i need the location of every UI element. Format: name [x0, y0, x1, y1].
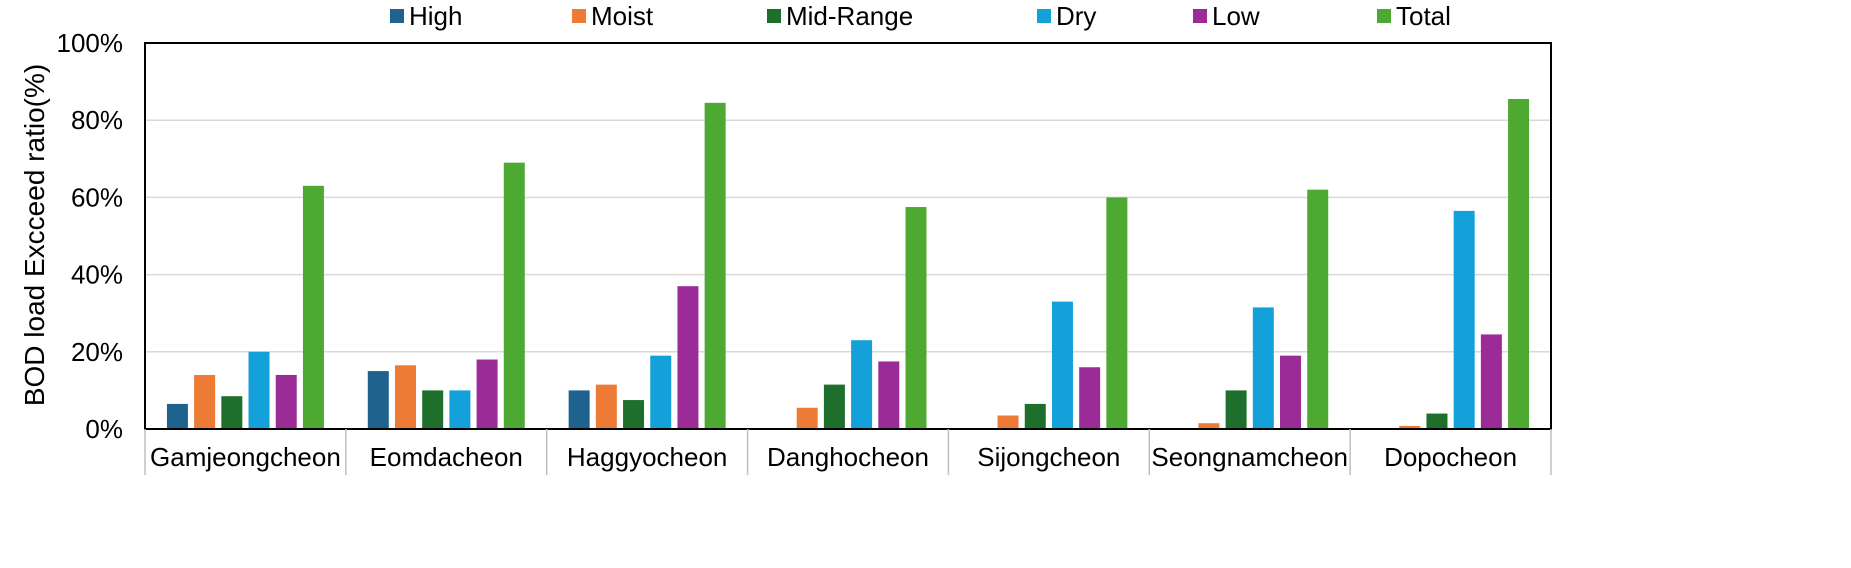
bar-moist-dopocheon	[1399, 425, 1421, 429]
x-tick-label: Gamjeongcheon	[150, 442, 341, 472]
bar-total-danghocheon	[905, 207, 927, 429]
bar-low-danghocheon	[878, 361, 900, 429]
plot-border	[144, 42, 1552, 430]
bar-mid-range-haggyocheon	[623, 400, 645, 429]
legend-label: Low	[1212, 1, 1260, 31]
legend-swatch	[1193, 9, 1207, 23]
legend-item: Total	[1377, 1, 1451, 31]
y-tick-label: 80%	[71, 105, 123, 135]
bar-high-eomdacheon	[367, 371, 389, 429]
bar-dry-dopocheon	[1453, 210, 1475, 429]
y-axis-title: BOD load Excceed ratio(%)	[19, 64, 50, 406]
legend-item: High	[390, 1, 462, 31]
y-tick-label: 100%	[57, 28, 124, 58]
bar-dry-gamjeongcheon	[248, 351, 270, 429]
legend-item: Dry	[1037, 1, 1096, 31]
bar-dry-seongnamcheon	[1252, 307, 1274, 429]
x-tick-label: Danghocheon	[767, 442, 929, 472]
legend-swatch	[1037, 9, 1051, 23]
legend-item: Low	[1193, 1, 1260, 31]
gridlines	[145, 119, 1551, 353]
y-tick-label: 60%	[71, 182, 123, 212]
bar-mid-range-seongnamcheon	[1225, 390, 1247, 429]
bar-dry-eomdacheon	[449, 390, 471, 429]
bar-moist-sijongcheon	[997, 415, 1019, 429]
bar-high-gamjeongcheon	[166, 403, 188, 429]
x-tick-label: Dopocheon	[1384, 442, 1517, 472]
bar-low-eomdacheon	[476, 359, 498, 429]
bar-mid-range-gamjeongcheon	[221, 396, 243, 429]
legend-swatch	[767, 9, 781, 23]
bar-total-seongnamcheon	[1307, 189, 1329, 429]
bar-moist-danghocheon	[796, 407, 818, 429]
x-tick-label: Sijongcheon	[977, 442, 1120, 472]
legend-item: Mid-Range	[767, 1, 913, 31]
y-axis-ticks: 0% 20% 40% 60% 80% 100%	[57, 28, 124, 444]
bar-low-seongnamcheon	[1280, 355, 1302, 429]
bar-dry-haggyocheon	[650, 355, 672, 429]
legend-swatch	[572, 9, 586, 23]
plot-frame	[144, 42, 1552, 475]
y-tick-label: 0%	[85, 414, 123, 444]
legend-label: Total	[1396, 1, 1451, 31]
y-tick-label: 20%	[71, 337, 123, 367]
x-tick-label: Eomdacheon	[370, 442, 523, 472]
bar-low-haggyocheon	[677, 286, 699, 429]
bar-low-gamjeongcheon	[275, 374, 297, 429]
legend-label: Dry	[1056, 1, 1096, 31]
bar-low-dopocheon	[1480, 334, 1502, 429]
bar-moist-haggyocheon	[595, 384, 617, 429]
bar-mid-range-danghocheon	[823, 384, 845, 429]
legend-label: High	[409, 1, 462, 31]
legend-swatch	[1377, 9, 1391, 23]
bar-mid-range-sijongcheon	[1024, 403, 1046, 429]
bar-total-eomdacheon	[503, 162, 525, 429]
x-tick-label: Seongnamcheon	[1151, 442, 1348, 472]
bar-total-sijongcheon	[1106, 197, 1128, 429]
y-tick-label: 40%	[71, 260, 123, 290]
legend-item: Moist	[572, 1, 654, 31]
bar-dry-sijongcheon	[1051, 301, 1073, 429]
bar-low-sijongcheon	[1079, 367, 1101, 429]
bar-high-haggyocheon	[568, 390, 590, 429]
bars	[166, 98, 1530, 429]
bar-mid-range-eomdacheon	[422, 390, 444, 429]
bar-moist-eomdacheon	[394, 365, 416, 429]
legend-label: Mid-Range	[786, 1, 913, 31]
bar-total-gamjeongcheon	[302, 185, 324, 429]
bar-total-haggyocheon	[704, 102, 726, 429]
bar-moist-seongnamcheon	[1198, 423, 1220, 429]
bar-moist-gamjeongcheon	[194, 374, 216, 429]
bar-dry-danghocheon	[851, 340, 873, 429]
legend-label: Moist	[591, 1, 654, 31]
bar-total-dopocheon	[1508, 98, 1530, 429]
x-axis-ticks: Gamjeongcheon Eomdacheon Haggyocheon Dangho…	[150, 442, 1517, 472]
legend: High Moist Mid-Range Dry Low Total	[390, 1, 1451, 31]
bar-mid-range-dopocheon	[1426, 413, 1448, 429]
legend-swatch	[390, 9, 404, 23]
x-tick-label: Haggyocheon	[567, 442, 727, 472]
